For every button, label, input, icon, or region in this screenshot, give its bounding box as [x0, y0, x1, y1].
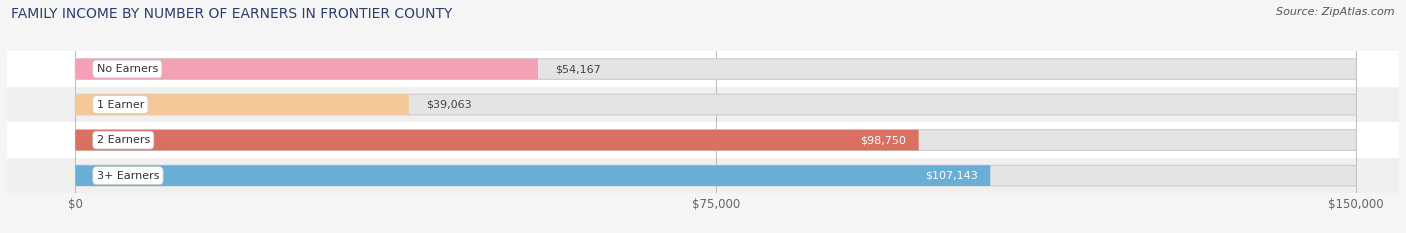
Text: 3+ Earners: 3+ Earners — [97, 171, 159, 181]
FancyBboxPatch shape — [76, 59, 538, 79]
FancyBboxPatch shape — [7, 122, 1399, 158]
Text: 1 Earner: 1 Earner — [97, 99, 143, 110]
Text: No Earners: No Earners — [97, 64, 157, 74]
Text: $98,750: $98,750 — [860, 135, 905, 145]
FancyBboxPatch shape — [7, 87, 1399, 122]
Text: $107,143: $107,143 — [925, 171, 977, 181]
Text: $39,063: $39,063 — [426, 99, 471, 110]
FancyBboxPatch shape — [76, 94, 409, 115]
Text: FAMILY INCOME BY NUMBER OF EARNERS IN FRONTIER COUNTY: FAMILY INCOME BY NUMBER OF EARNERS IN FR… — [11, 7, 453, 21]
FancyBboxPatch shape — [76, 165, 1357, 186]
FancyBboxPatch shape — [76, 130, 1357, 150]
FancyBboxPatch shape — [76, 94, 1357, 115]
FancyBboxPatch shape — [76, 130, 918, 150]
FancyBboxPatch shape — [76, 165, 990, 186]
FancyBboxPatch shape — [76, 59, 1357, 79]
Text: Source: ZipAtlas.com: Source: ZipAtlas.com — [1277, 7, 1395, 17]
FancyBboxPatch shape — [7, 158, 1399, 193]
Text: 2 Earners: 2 Earners — [97, 135, 150, 145]
Text: $54,167: $54,167 — [555, 64, 600, 74]
FancyBboxPatch shape — [7, 51, 1399, 87]
